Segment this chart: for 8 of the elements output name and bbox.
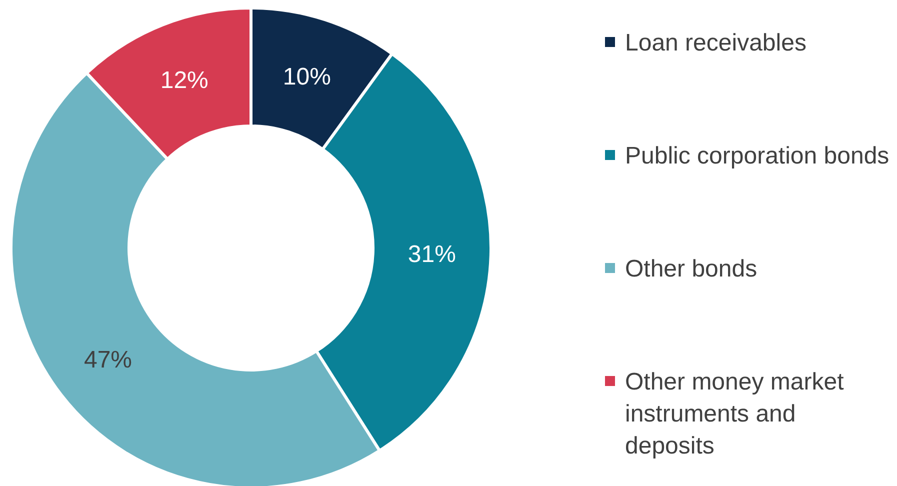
legend-label: Loan receivables (625, 29, 806, 56)
data-label: 31% (408, 241, 456, 268)
legend-label: Public corporation bonds (625, 142, 890, 170)
legend-label: Other money market instruments and deposits (625, 368, 844, 460)
data-label: 12% (160, 67, 208, 94)
legend-label: Other bonds (625, 255, 758, 282)
data-label: 10% (282, 63, 331, 90)
data-label: 47% (84, 346, 132, 374)
